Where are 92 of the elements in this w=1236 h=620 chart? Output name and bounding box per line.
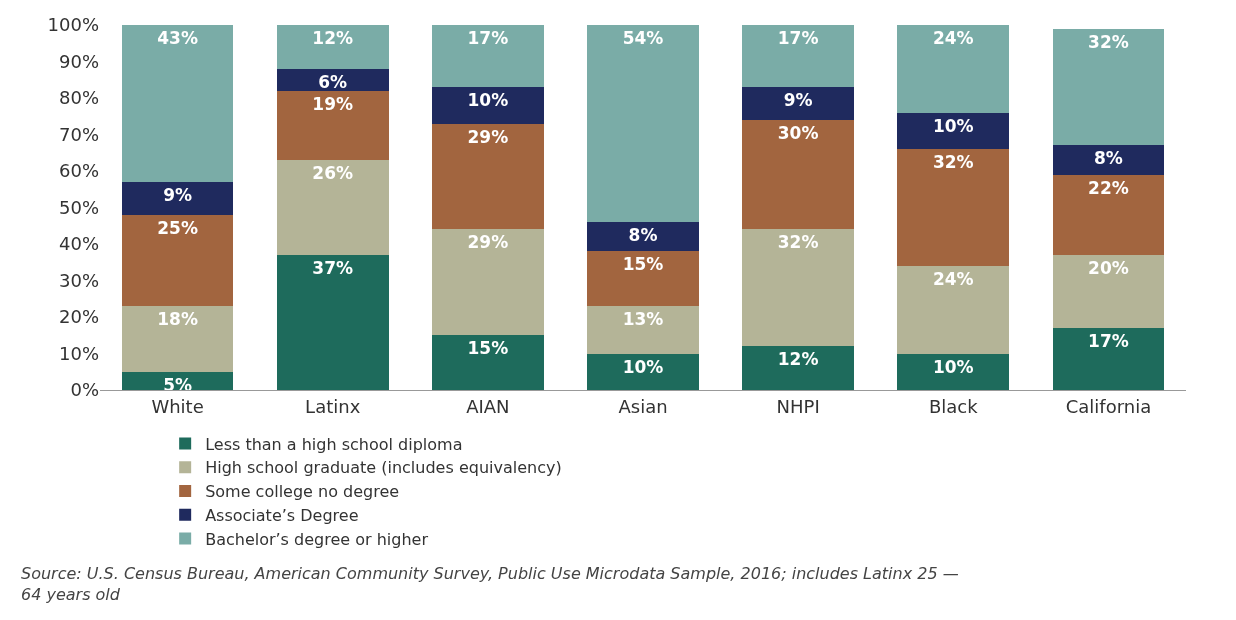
- y-tick-label: 100%: [47, 14, 99, 36]
- y-tick-label: 70%: [58, 123, 99, 145]
- bar: [1052, 254, 1165, 328]
- y-tick-label: 90%: [58, 50, 99, 72]
- x-tick-label: White: [151, 395, 204, 417]
- data-label: 43%: [157, 28, 198, 48]
- data-label: 13%: [622, 309, 664, 330]
- data-label: 24%: [932, 28, 974, 48]
- bar: [897, 149, 1010, 266]
- y-tick-label: 40%: [58, 233, 99, 255]
- legend-label: Less than a high school diploma: [205, 434, 463, 454]
- data-label: 15%: [467, 338, 509, 359]
- source-note: Source: U.S. Census Bureau, American Community Survey, Public Use Microdata Sample, 2016; includes Latinx 25 — 64 years old: [21, 564, 959, 604]
- bar: [742, 346, 854, 390]
- bar: [276, 90, 389, 161]
- bar: [1052, 145, 1165, 175]
- bar: [1052, 28, 1165, 146]
- data-label: 30%: [777, 122, 819, 143]
- data-label: 18%: [157, 309, 198, 330]
- data-label: 10%: [467, 90, 509, 111]
- y-tick-label: 30%: [58, 269, 99, 291]
- bar: [276, 25, 389, 69]
- bar: [897, 265, 1010, 354]
- data-label: 20%: [1088, 257, 1129, 278]
- bar: [587, 251, 699, 307]
- data-label: 8%: [628, 225, 658, 246]
- legend-label: Some college no degree: [205, 482, 400, 502]
- data-label: 17%: [1088, 330, 1129, 351]
- bar: [432, 229, 544, 336]
- bar: [742, 87, 854, 120]
- bar: [897, 112, 1010, 150]
- data-label: 19%: [312, 93, 354, 114]
- bar: [1052, 327, 1165, 390]
- x-tick-label: AIAN: [466, 395, 510, 417]
- bar: [276, 160, 389, 255]
- data-label: 10%: [622, 356, 664, 377]
- data-label: 54%: [622, 28, 664, 48]
- bar: [742, 229, 854, 347]
- bar: [432, 123, 544, 230]
- data-label: 29%: [467, 126, 509, 147]
- data-label: 25%: [157, 217, 198, 238]
- bar: [432, 87, 544, 124]
- bar: [121, 181, 234, 215]
- y-tick-label: 50%: [58, 196, 99, 218]
- bar: [276, 68, 389, 91]
- bar: [587, 306, 699, 354]
- data-label: 17%: [467, 28, 509, 48]
- data-label: 24%: [932, 268, 974, 289]
- bar: [587, 353, 699, 390]
- y-tick-label: 80%: [58, 87, 99, 109]
- x-tick-label: NHPI: [776, 395, 820, 417]
- bar: [432, 25, 544, 88]
- bar: [587, 25, 699, 223]
- x-tick-label: California: [1065, 395, 1152, 417]
- data-label: 32%: [932, 152, 974, 173]
- data-label: 37%: [312, 257, 354, 278]
- data-label: 32%: [777, 232, 819, 253]
- bar: [1052, 174, 1165, 255]
- data-label: 9%: [783, 90, 813, 111]
- bar: [897, 353, 1010, 390]
- data-label: 17%: [777, 28, 819, 48]
- x-tick-label: Asian: [618, 395, 668, 417]
- legend-label: Associate’s Degree: [205, 506, 359, 526]
- data-label: 9%: [163, 184, 193, 205]
- bar: [742, 25, 854, 88]
- y-tick-label: 0%: [70, 379, 99, 401]
- data-label: 29%: [467, 232, 509, 253]
- bar: [121, 25, 234, 182]
- bar: [742, 119, 854, 230]
- data-label: 22%: [1088, 177, 1129, 198]
- bar: [121, 306, 234, 372]
- data-label: 8%: [1093, 148, 1123, 169]
- y-tick-label: 10%: [58, 342, 99, 364]
- data-label: 6%: [318, 71, 348, 92]
- bar: [587, 222, 699, 252]
- legend-label: Bachelor’s degree or higher: [205, 529, 429, 549]
- x-tick-label: Latinx: [305, 395, 361, 417]
- bar: [897, 25, 1010, 113]
- data-label: 10%: [932, 356, 974, 377]
- y-tick-label: 20%: [58, 306, 99, 328]
- data-label: 26%: [312, 163, 354, 184]
- data-label: 15%: [622, 254, 664, 275]
- data-label: 32%: [1088, 31, 1129, 52]
- data-label: 12%: [312, 28, 354, 48]
- bar: [432, 335, 544, 390]
- bar: [121, 214, 234, 307]
- data-label: 10%: [932, 115, 974, 136]
- data-label: 12%: [777, 349, 819, 370]
- legend-label: High school graduate (includes equivalency): [205, 458, 562, 478]
- x-tick-label: Black: [928, 395, 979, 417]
- bar: [276, 254, 389, 390]
- y-tick-label: 60%: [58, 160, 99, 182]
